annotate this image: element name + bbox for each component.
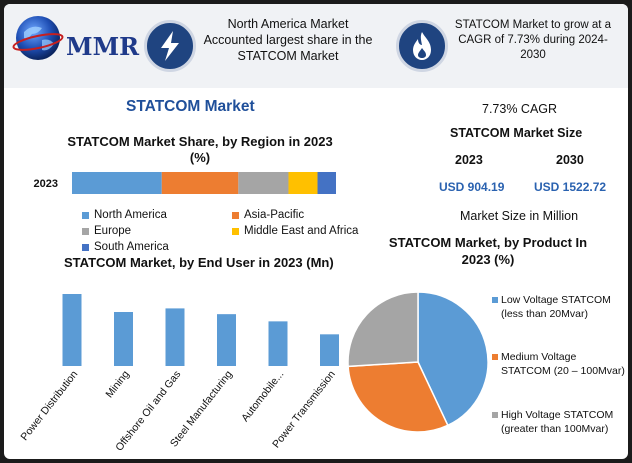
- product-legend-item: Medium Voltage STATCOM (20 – 100Mvar): [492, 350, 625, 378]
- end-user-chart-title: STATCOM Market, by End User in 2023 (Mn): [64, 255, 334, 270]
- region-chart-title: STATCOM Market Share, by Region in 2023 …: [67, 134, 333, 165]
- end-user-tick-label: Mining: [103, 368, 132, 400]
- product-legend-item: High Voltage STATCOM (greater than 100Mv…: [492, 408, 625, 436]
- value-2023: USD 904.19: [439, 180, 505, 194]
- region-share-chart: 2023: [34, 172, 336, 194]
- region-segment-middle-east-and-africa: [288, 172, 318, 194]
- end-user-bar: [114, 312, 133, 366]
- value-2030: USD 1522.72: [534, 180, 607, 194]
- legend-label: South America: [94, 241, 169, 253]
- legend-label: Middle East and Africa: [244, 225, 359, 237]
- region-segment-south-america: [317, 172, 336, 194]
- region-legend-item: Europe: [82, 225, 131, 237]
- year-2030-label: 2030: [556, 153, 584, 167]
- legend-swatch: [232, 211, 239, 219]
- callout-north-america: North America Market Accounted largest s…: [203, 17, 373, 63]
- region-category-label: 2023: [34, 178, 58, 190]
- end-user-bar: [217, 314, 236, 366]
- legend-label: Medium Voltage STATCOM (20 – 100Mvar): [501, 351, 625, 377]
- product-pie-slice: [417, 291, 489, 427]
- infographic-frame: MMR North America Market Accounted large…: [4, 4, 628, 459]
- end-user-tick-label: Automobile...: [239, 368, 286, 424]
- product-pie-slice: [347, 361, 449, 433]
- legend-swatch: [492, 297, 498, 303]
- end-user-tick-label: Power Distribution: [18, 368, 80, 443]
- end-user-bar: [165, 308, 185, 366]
- region-legend-item: Middle East and Africa: [232, 225, 358, 237]
- region-legend-item: South America: [82, 241, 169, 253]
- logo-text: MMR: [66, 32, 140, 61]
- header-band: [4, 4, 628, 88]
- globe-logo-icon: [12, 16, 64, 60]
- mmr-logo: MMR: [12, 12, 139, 64]
- region-legend-item: Asia-Pacific: [232, 209, 304, 221]
- legend-label: Europe: [94, 225, 132, 237]
- region-legend-item: North America: [82, 209, 167, 221]
- legend-label: North America: [94, 209, 167, 221]
- page-title: STATCOM Market: [126, 98, 255, 115]
- lightning-icon-badge: [144, 20, 196, 72]
- region-segment-europe: [238, 172, 289, 194]
- product-pie-chart: [347, 291, 489, 433]
- lightning-icon: [161, 31, 179, 61]
- cagr-text: 7.73% CAGR: [482, 102, 558, 116]
- end-user-bar: [268, 321, 288, 366]
- year-2023-label: 2023: [455, 153, 483, 167]
- region-segment-north-america: [72, 172, 162, 194]
- callout-cagr: STATCOM Market to grow at a CAGR of 7.73…: [454, 19, 612, 61]
- end-user-bar: [320, 334, 339, 366]
- product-legend-item: Low Voltage STATCOM (less than 20Mvar): [492, 293, 625, 321]
- legend-label: Low Voltage STATCOM (less than 20Mvar): [501, 294, 611, 320]
- legend-swatch: [82, 243, 89, 251]
- flame-icon-badge: [396, 20, 448, 72]
- product-pie-slice: [347, 291, 419, 368]
- legend-swatch: [82, 227, 89, 235]
- flame-icon: [413, 32, 431, 60]
- legend-label: Asia-Pacific: [244, 209, 305, 221]
- legend-swatch: [232, 227, 239, 235]
- legend-label: High Voltage STATCOM (greater than 100Mv…: [501, 409, 614, 435]
- market-size-label: STATCOM Market Size: [450, 126, 583, 140]
- legend-swatch: [492, 354, 498, 360]
- market-size-unit-note: Market Size in Million: [460, 209, 579, 223]
- end-user-bar: [62, 294, 82, 366]
- region-segment-asia-pacific: [161, 172, 239, 194]
- product-chart-title: STATCOM Market, by Product In 2023 (%): [388, 235, 588, 267]
- legend-swatch: [82, 211, 89, 219]
- legend-swatch: [492, 412, 498, 418]
